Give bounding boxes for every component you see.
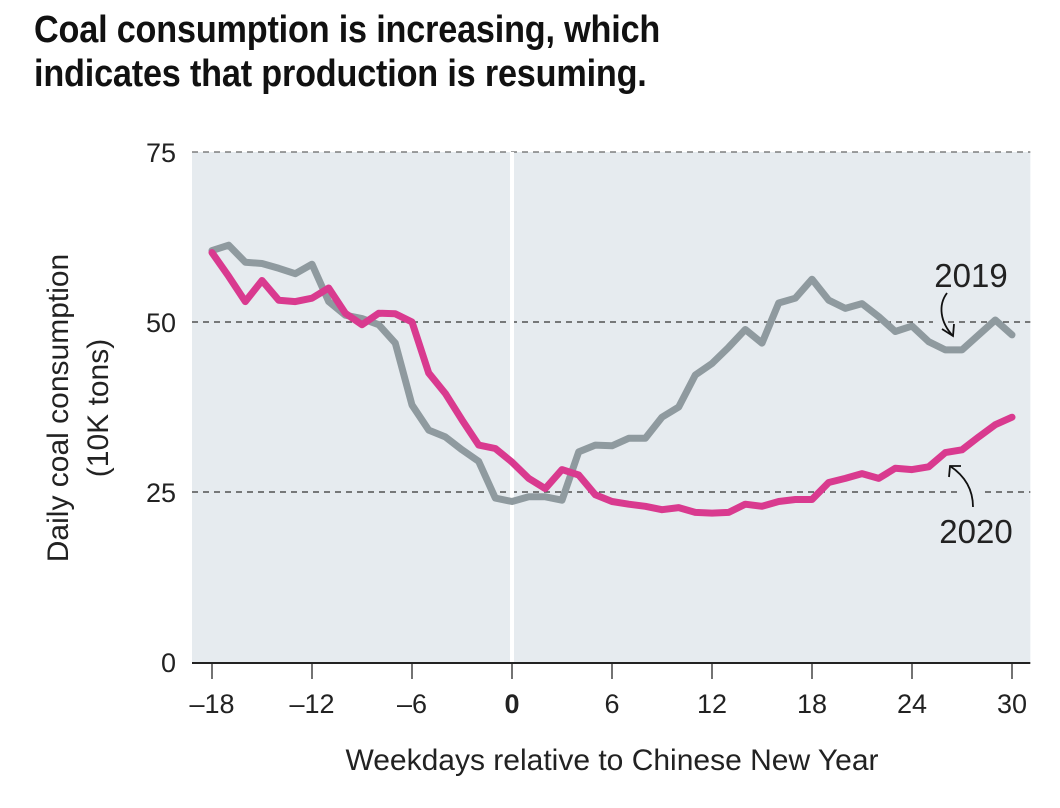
y-axis-title: Daily coal consumption <box>42 254 75 562</box>
y-tick-label: 0 <box>161 648 176 678</box>
chart-title-line-2: indicates that production is resuming. <box>34 53 647 95</box>
chart-title: Coal consumption is increasing, which in… <box>34 8 844 96</box>
x-tick-label: 30 <box>997 689 1027 719</box>
y-axis: 0 25 50 75 <box>146 138 176 678</box>
x-tick-label: 18 <box>797 689 827 719</box>
annotation-2020-arrowhead-icon <box>948 465 961 478</box>
series-lines <box>208 241 1016 517</box>
y-tick-label: 50 <box>146 308 176 338</box>
x-tick-label: 24 <box>897 689 927 719</box>
x-tick-label: –6 <box>397 689 427 719</box>
annotation-2020-arrow-icon <box>949 465 974 508</box>
y-tick-label: 75 <box>146 138 176 168</box>
chart-title-line-1: Coal consumption is increasing, which <box>34 9 661 51</box>
x-tick-label: 12 <box>697 689 727 719</box>
x-tick-label: 6 <box>604 689 619 719</box>
y-tick-label: 25 <box>146 478 176 508</box>
x-tick-label: 0 <box>504 689 519 719</box>
annotation-2019: 2019 <box>934 257 1008 338</box>
annotation-2019-label: 2019 <box>934 257 1007 294</box>
annotation-2020: 2020 <box>939 465 1013 550</box>
y-axis-title-units: (10K tons) <box>82 339 115 477</box>
annotation-2019-arrowhead-icon <box>941 323 955 338</box>
series-line-2020 <box>208 249 1016 517</box>
x-tick-label: –12 <box>289 689 334 719</box>
x-axis: –18 –12 –6 0 6 12 18 24 30 <box>189 662 1031 719</box>
x-tick-label: –18 <box>189 689 234 719</box>
gridlines <box>192 151 1031 493</box>
x-axis-title: Weekdays relative to Chinese New Year <box>345 744 878 777</box>
annotation-2020-label: 2020 <box>939 513 1012 550</box>
plot-background <box>192 152 1031 662</box>
annotation-2019-arrow-icon <box>940 292 954 337</box>
